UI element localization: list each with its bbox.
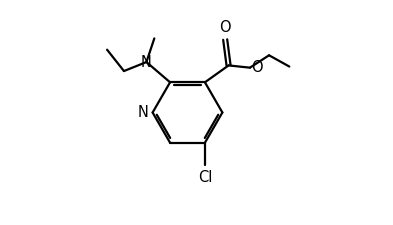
Text: O: O	[219, 20, 231, 36]
Text: N: N	[138, 105, 149, 120]
Text: N: N	[141, 54, 152, 70]
Text: Cl: Cl	[198, 170, 212, 185]
Text: O: O	[251, 60, 263, 75]
